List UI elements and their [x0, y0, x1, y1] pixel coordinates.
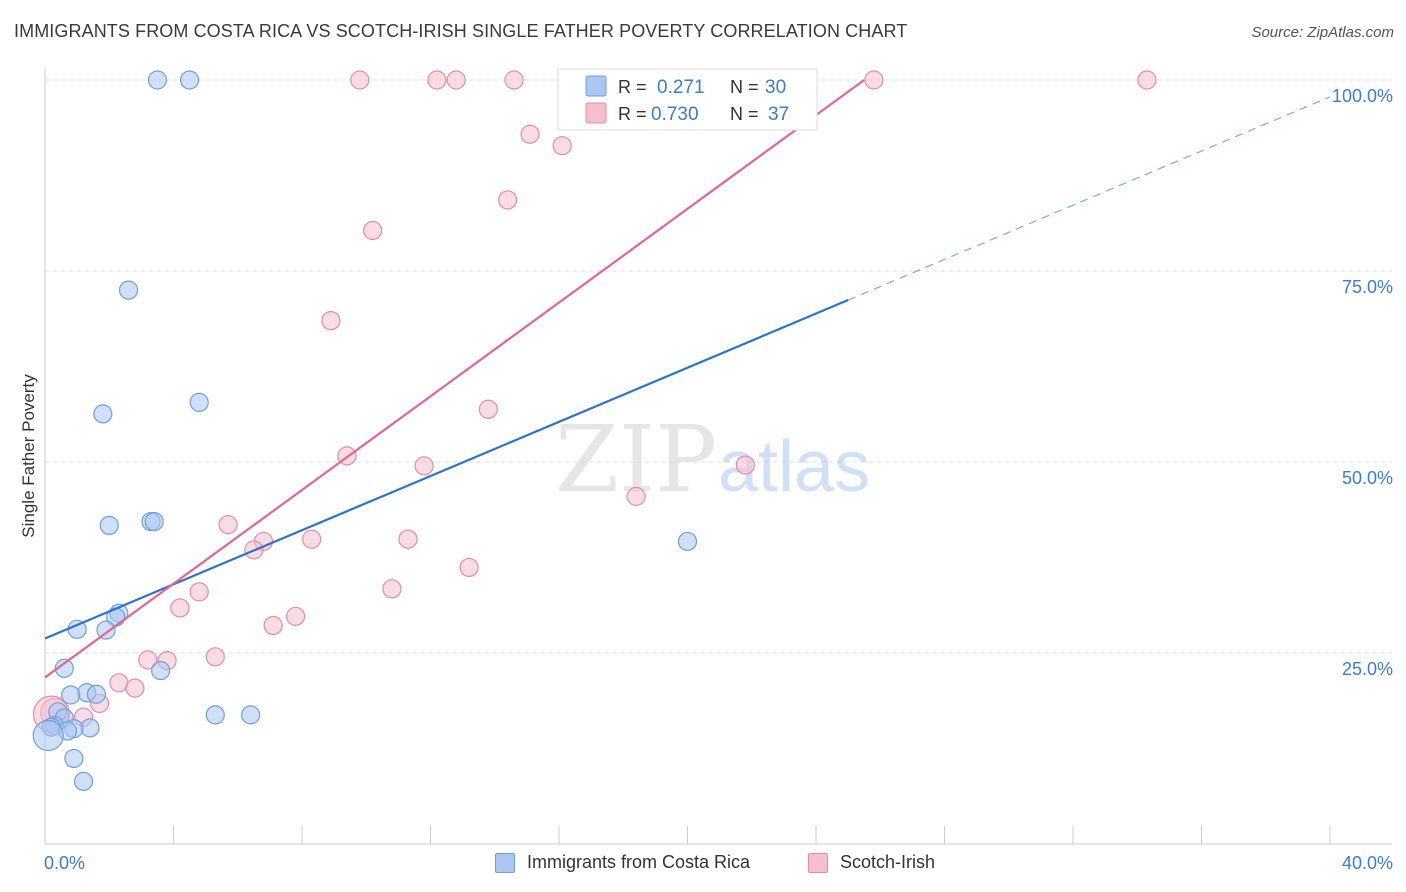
legend-item-costa-rica: Immigrants from Costa Rica	[495, 852, 750, 873]
costa-rica-point-8	[677, 531, 698, 552]
legend-swatch-costa-rica	[495, 852, 515, 873]
stats-r-label-0: R =	[618, 77, 647, 97]
y-tick-label-1: 50.0%	[1342, 468, 1393, 488]
costa-rica-point-4	[93, 404, 113, 424]
costa-rica-point-19	[241, 705, 261, 725]
stats-n-label-1: N =	[730, 104, 759, 124]
grid-lines	[45, 79, 1392, 654]
scotch-irish-point-10	[363, 220, 383, 241]
scotch-irish-point-1	[427, 70, 447, 90]
x-tick-label-0: 0.0%	[44, 853, 85, 873]
scotch-irish-point-2	[446, 70, 466, 90]
scotch-irish-point-28	[205, 647, 225, 667]
source-credit: Source: ZipAtlas.com	[1251, 24, 1394, 41]
costa-rica-point-13	[151, 660, 171, 681]
scotch-irish-point-26	[285, 606, 306, 626]
trend-lines	[44, 79, 1331, 679]
stats-n-label-0: N =	[730, 77, 759, 97]
costa-rica-point-7	[144, 511, 164, 532]
costa-rica-point-18	[205, 705, 225, 725]
y-tick-label-3: 100.0%	[1332, 86, 1393, 106]
costa-rica-point-1	[179, 70, 200, 90]
scotch-irish-point-15	[735, 455, 755, 475]
costa-rica-points	[32, 70, 698, 791]
costa-rica-point-24	[80, 718, 100, 738]
costa-rica-point-5	[99, 515, 119, 536]
scotch-irish-point-21	[398, 529, 418, 549]
legend-label-costa-rica: Immigrants from Costa Rica	[527, 852, 751, 872]
costa-rica-trend-extension	[847, 96, 1331, 301]
scotch-irish-point-23	[382, 579, 402, 599]
costa-rica-point-28	[64, 748, 84, 769]
costa-rica-point-29	[73, 771, 94, 791]
costa-rica-point-17	[86, 684, 107, 704]
y-tick-label-0: 25.0%	[1342, 659, 1393, 679]
scotch-irish-point-9	[498, 190, 518, 210]
stats-r-value-0: 0.271	[657, 77, 705, 98]
costa-rica-point-11	[96, 620, 116, 640]
scotch-irish-point-16	[626, 486, 646, 506]
y-axis-title: Single Father Poverty	[19, 374, 38, 538]
scotch-irish-point-0	[350, 70, 370, 90]
stats-r-value-1: 0.730	[651, 104, 699, 125]
stats-legend-swatch-costa-rica	[585, 75, 607, 97]
scotch-irish-point-12	[478, 399, 498, 419]
costa-rica-point-2	[118, 280, 139, 300]
scotch-irish-point-5	[864, 70, 884, 90]
scotch-irish-trend-line	[44, 79, 865, 679]
stats-n-value-1: 37	[768, 104, 789, 125]
scotch-irish-point-31	[109, 673, 129, 693]
stats-r-label-1: R =	[618, 104, 647, 124]
costa-rica-point-3	[189, 392, 209, 413]
legend-item-scotch-irish: Scotch-Irish	[808, 852, 935, 873]
legend-label-scotch-irish: Scotch-Irish	[840, 852, 936, 872]
y-tick-label-2: 75.0%	[1342, 277, 1393, 297]
costa-rica-point-16	[61, 685, 81, 705]
scotch-irish-point-14	[414, 456, 434, 476]
scotch-irish-point-22	[459, 557, 479, 578]
costa-rica-point-0	[147, 70, 168, 90]
chart-title: IMMIGRANTS FROM COSTA RICA VS SCOTCH-IRI…	[14, 21, 908, 41]
scotch-irish-point-29	[138, 650, 158, 670]
x-tick-label-1: 40.0%	[1342, 853, 1393, 873]
scotch-irish-point-11	[321, 311, 341, 331]
costa-rica-point-14	[54, 658, 74, 678]
scotch-irish-point-3	[504, 70, 524, 90]
tick-labels: 25.0% 50.0% 75.0% 100.0% 0.0% 40.0%	[44, 86, 1393, 873]
watermark: ZIP atlas	[555, 406, 870, 513]
costa-rica-point-27	[32, 719, 64, 752]
stats-legend-swatch-scotch-irish	[585, 102, 607, 124]
scotch-irish-point-6	[1137, 70, 1157, 90]
scotch-irish-point-20	[302, 529, 322, 549]
scotch-irish-point-27	[263, 615, 283, 636]
scotch-irish-point-32	[125, 678, 145, 698]
costa-rica-trend-line	[44, 299, 849, 640]
legend-swatch-scotch-irish	[808, 852, 828, 873]
scotch-irish-point-24	[189, 582, 209, 602]
scotch-irish-point-17	[218, 515, 238, 535]
scotch-irish-point-8	[552, 136, 572, 156]
series-legend: Immigrants from Costa Rica Scotch-Irish	[0, 852, 1406, 878]
scotch-irish-point-7	[520, 124, 540, 144]
scotch-irish-point-25	[170, 598, 190, 618]
stats-legend: R = 0.271 N = 30 R = 0.730 N = 37	[557, 68, 818, 131]
stats-n-value-0: 30	[765, 77, 786, 98]
